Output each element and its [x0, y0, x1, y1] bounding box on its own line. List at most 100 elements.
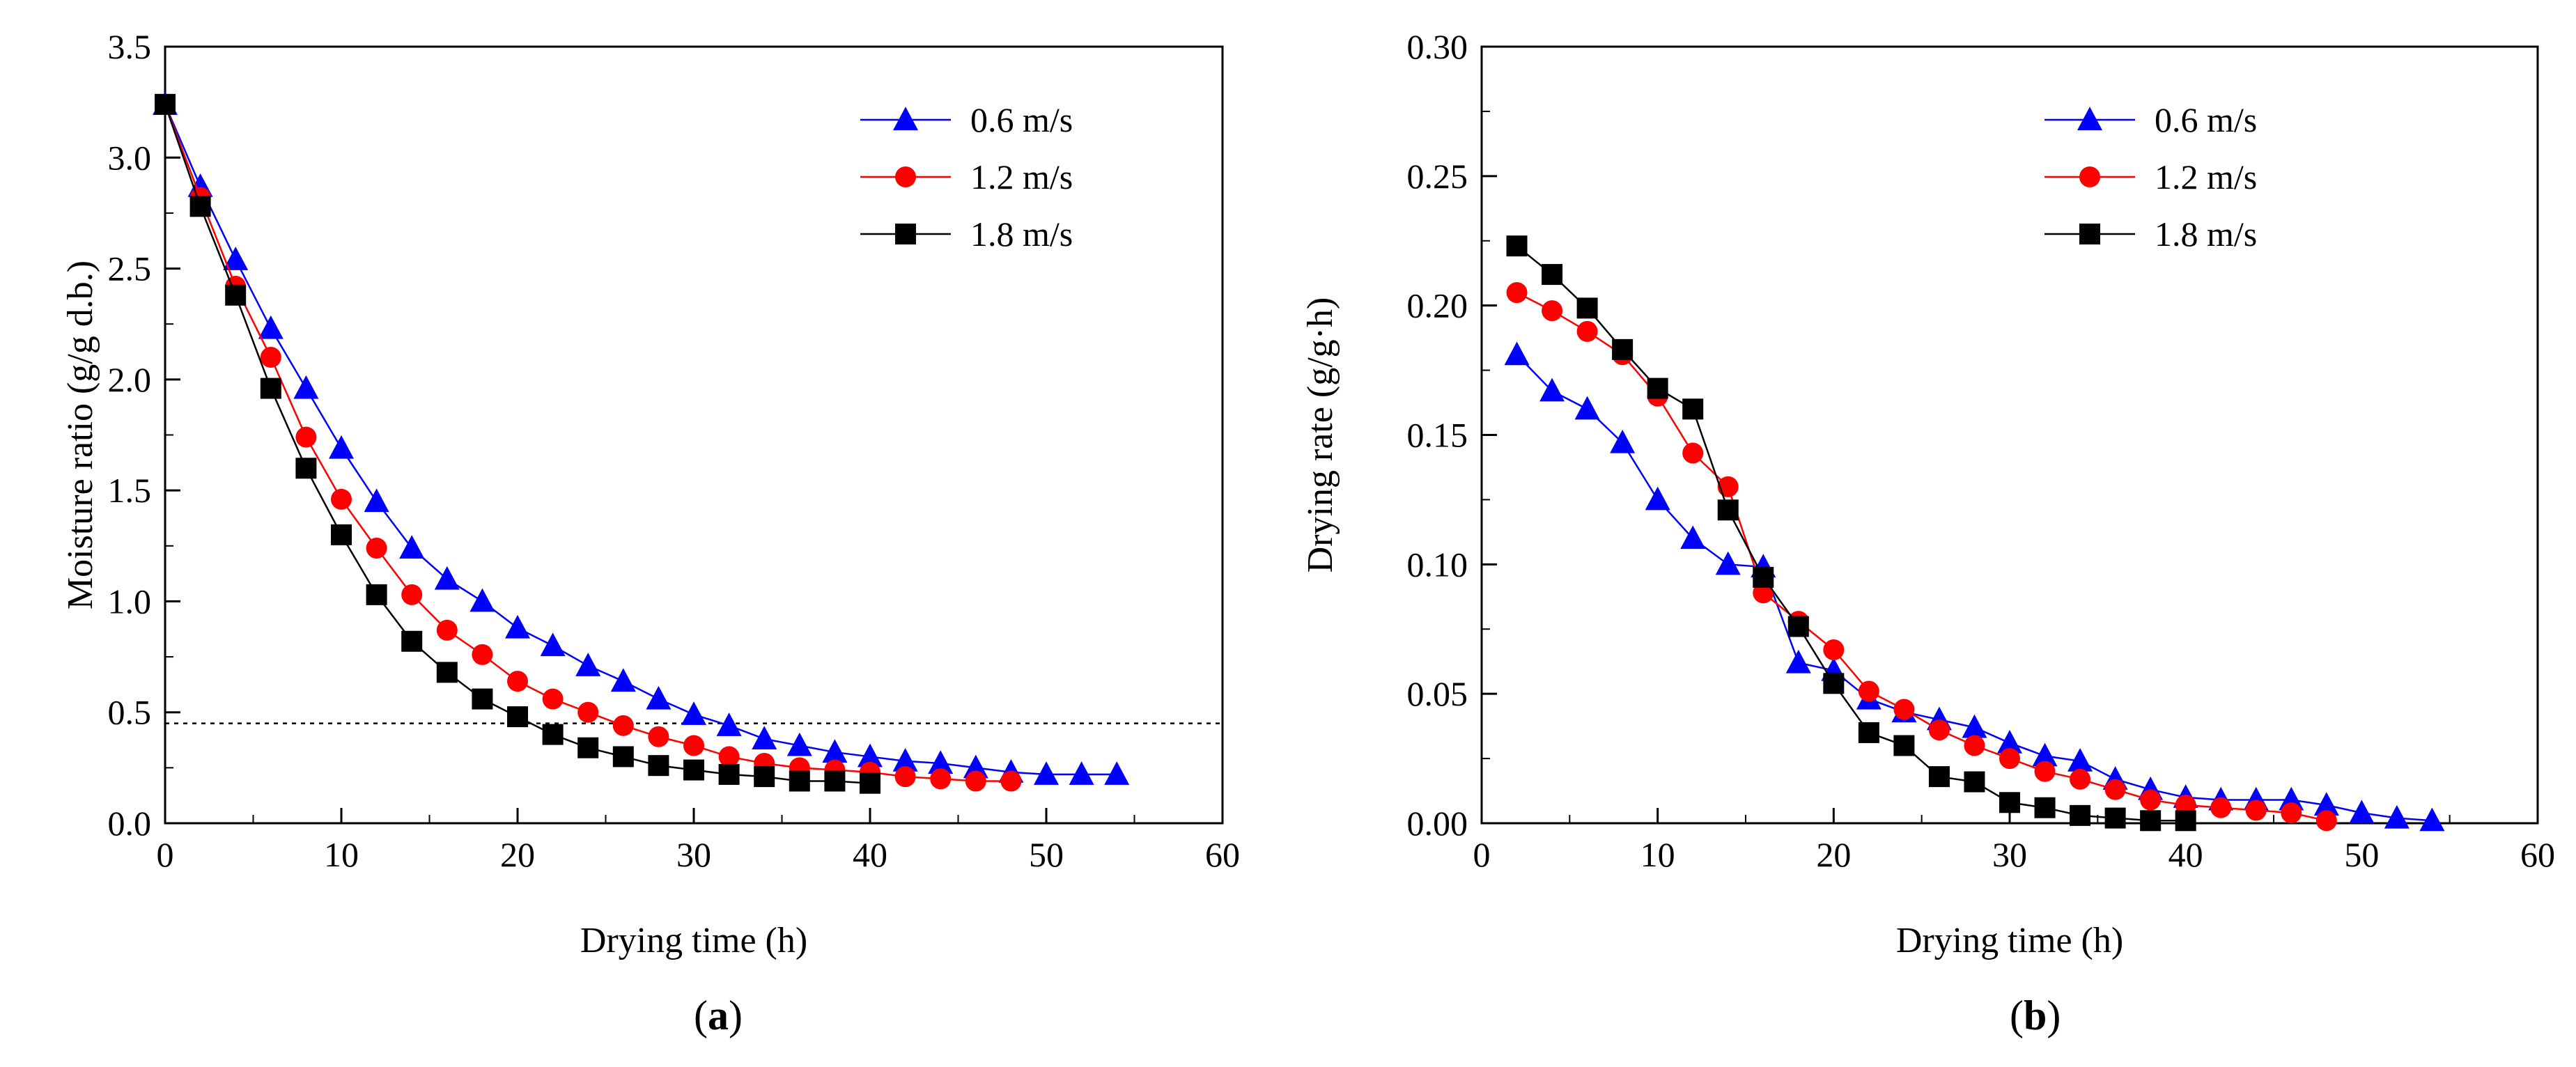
x-tick-label: 20	[1816, 835, 1851, 874]
data-point-circle	[2070, 768, 2091, 790]
data-point-square	[366, 584, 387, 605]
data-point-triangle	[1104, 761, 1130, 785]
data-point-circle	[542, 688, 564, 710]
data-point-square	[1506, 235, 1528, 257]
y-tick-label: 3.0	[108, 138, 152, 177]
data-point-triangle	[963, 754, 988, 779]
data-point-triangle	[1574, 396, 1600, 420]
data-point-circle	[1506, 282, 1528, 304]
data-point-square	[436, 662, 458, 683]
x-tick-label: 50	[1029, 835, 1064, 874]
data-point-circle	[2104, 779, 2126, 800]
data-point-triangle	[2067, 748, 2093, 772]
series-line-triangle	[164, 104, 1117, 776]
data-point-triangle	[364, 488, 389, 513]
data-point-square	[1612, 338, 1634, 360]
y-tick-label: 0.15	[1407, 416, 1468, 455]
data-point-circle	[1893, 699, 1915, 720]
data-point-square	[2140, 810, 2162, 832]
data-point-square	[2104, 807, 2126, 829]
data-point-square	[1682, 398, 1704, 420]
data-point-circle	[2034, 761, 2056, 782]
data-point-triangle	[752, 726, 777, 749]
data-point-square	[2175, 810, 2196, 832]
data-point-circle	[1542, 300, 1563, 322]
x-tick-label: 30	[676, 835, 711, 874]
data-point-triangle	[1539, 377, 1565, 402]
legend-marker-triangle	[2077, 107, 2102, 130]
data-point-circle	[1858, 680, 1879, 702]
data-point-triangle	[2313, 792, 2339, 816]
data-point-triangle	[892, 748, 918, 772]
x-tick-label: 10	[1640, 835, 1675, 874]
x-tick-label: 0	[1473, 835, 1491, 874]
y-tick-label: 2.0	[108, 360, 152, 399]
chart-panel-a: 0 10 20 30 40 50 60 0.0 0.5 1.0 1.5 2.0 2.5 3.0 3.5 Dry…	[61, 27, 1240, 1038]
y-tick-label: 1.5	[108, 471, 152, 510]
data-point-triangle	[2349, 800, 2375, 824]
data-point-circle	[894, 766, 916, 788]
data-point-triangle	[1962, 714, 1987, 738]
data-point-circle	[1576, 320, 1598, 342]
data-point-square	[1928, 766, 1950, 788]
x-tick-label: 40	[853, 835, 887, 874]
data-point-triangle	[610, 668, 636, 692]
y-axis-title: Drying rate (g/g·h)	[1301, 297, 1340, 573]
data-point-circle	[2315, 810, 2337, 832]
legend-label: 0.6 m/s	[2155, 100, 2257, 139]
data-point-triangle	[928, 750, 954, 774]
x-tick-label: 20	[500, 835, 535, 874]
x-tick-label: 40	[2168, 835, 2203, 874]
data-point-square	[225, 284, 247, 306]
series-line-circle	[164, 104, 1011, 782]
data-point-circle	[1928, 719, 1950, 741]
data-point-square	[1647, 377, 1668, 399]
data-point-square	[754, 766, 775, 788]
data-point-circle	[648, 726, 669, 747]
data-point-triangle	[2279, 786, 2304, 811]
data-point-circle	[1717, 476, 1739, 497]
legend-marker-circle	[895, 166, 916, 187]
data-point-square	[542, 724, 564, 745]
data-point-square	[1753, 566, 1774, 588]
legend-marker-circle	[2079, 166, 2100, 187]
data-point-square	[507, 706, 528, 728]
legend-marker-triangle	[893, 107, 918, 130]
y-tick-label: 2.5	[108, 249, 152, 288]
data-point-square	[189, 196, 211, 217]
x-tick-label: 30	[1992, 835, 2027, 874]
data-point-circle	[260, 347, 281, 368]
data-point-circle	[401, 584, 423, 605]
data-point-square	[1787, 616, 1809, 637]
data-point-triangle	[1069, 761, 1094, 785]
data-point-triangle	[1504, 341, 1530, 366]
data-point-triangle	[258, 315, 284, 339]
data-point-square	[331, 524, 352, 545]
y-axis-title: Moisture ratio (g/g d.b.)	[61, 260, 100, 609]
data-point-circle	[507, 671, 528, 692]
data-point-square	[718, 763, 740, 785]
y-tick-label: 0.20	[1407, 286, 1468, 325]
data-point-circle	[1823, 639, 1845, 660]
data-point-square	[1823, 673, 1845, 694]
panel-label: (a)	[694, 992, 743, 1038]
data-point-square	[648, 755, 669, 777]
y-tick-label: 3.5	[108, 27, 152, 66]
data-point-triangle	[399, 535, 425, 559]
data-point-circle	[436, 619, 458, 641]
series-line-square	[1516, 245, 2186, 822]
data-point-triangle	[2419, 807, 2445, 832]
data-point-circle	[930, 768, 952, 790]
data-point-triangle	[858, 743, 883, 768]
data-point-circle	[2245, 800, 2267, 821]
y-tick-label: 0.25	[1407, 157, 1468, 196]
data-point-circle	[683, 735, 704, 756]
data-point-square	[260, 377, 281, 399]
data-point-triangle	[470, 588, 495, 612]
data-point-square	[2034, 797, 2056, 818]
x-tick-label: 10	[324, 835, 359, 874]
data-point-circle	[1999, 748, 2020, 770]
data-point-square	[577, 737, 599, 758]
data-point-circle	[2140, 789, 2162, 811]
data-point-circle	[2210, 797, 2232, 818]
